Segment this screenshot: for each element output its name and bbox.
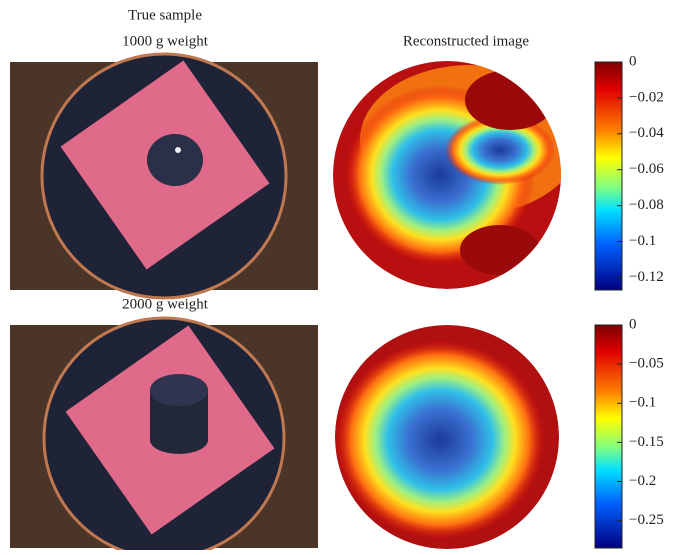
colorbar: [594, 324, 623, 549]
row-label: 2000 g weight: [122, 296, 209, 312]
tick-label: −0.25: [629, 512, 664, 528]
tick-label: −0.06: [629, 161, 664, 177]
tick-label: 0: [629, 316, 637, 332]
tick-label: 0: [629, 53, 637, 69]
tick-label: −0.12: [629, 269, 664, 285]
reconstruction: [333, 61, 561, 289]
colorbar: [594, 61, 623, 291]
tick-label: −0.04: [629, 125, 664, 141]
tick-label: −0.05: [629, 356, 664, 372]
tick-label: −0.08: [629, 197, 664, 213]
tick-label: −0.15: [629, 434, 664, 450]
column-title: Reconstructed image: [403, 33, 530, 49]
tick-label: −0.1: [629, 233, 656, 249]
row-label: 1000 g weight: [122, 33, 209, 49]
reconstruction: [335, 325, 559, 549]
photo: [10, 316, 318, 555]
column-title: True sample: [128, 7, 202, 23]
tick-label: −0.1: [629, 395, 656, 411]
tick-label: −0.2: [629, 473, 656, 489]
tick-label: −0.02: [629, 89, 664, 105]
photo: [10, 52, 318, 300]
